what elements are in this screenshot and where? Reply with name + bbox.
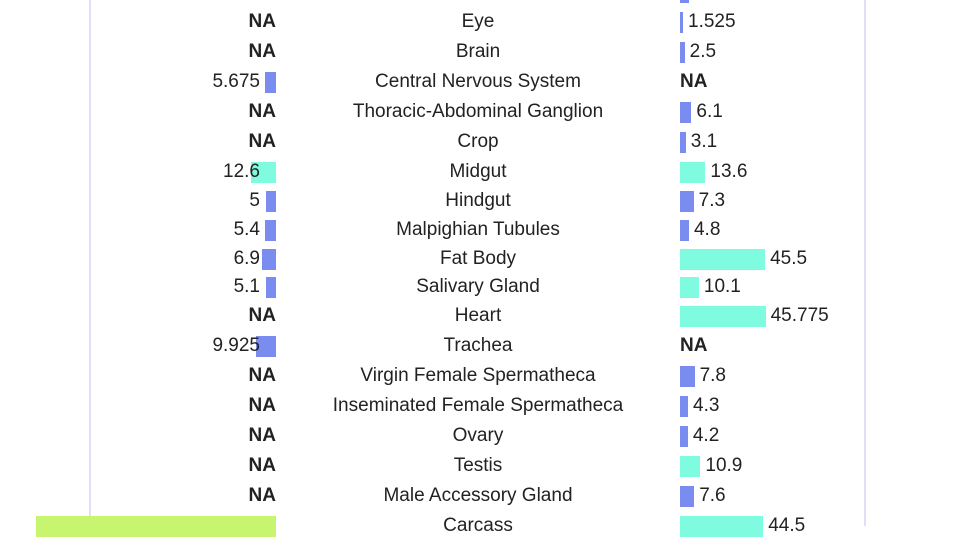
right-bar	[680, 366, 695, 387]
right-value-label: 4.8	[693, 219, 721, 240]
left-value-label: 9.925	[212, 335, 260, 356]
tissue-label: Virgin Female Spermatheca	[360, 365, 596, 386]
table-row: NA Virgin Female Spermatheca 7.8	[0, 361, 954, 391]
table-row: 6.9 Fat Body 45.5	[0, 244, 954, 274]
tissue-label: Heart	[454, 305, 502, 326]
left-value-label: NA	[248, 455, 276, 476]
table-row: NA Brain 2.5	[0, 37, 954, 67]
table-row: NA Inseminated Female Spermatheca 4.3	[0, 391, 954, 421]
right-value-label: 45.775	[770, 305, 829, 326]
left-value-label: 6.9	[233, 248, 260, 269]
tissue-label: Male Accessory Gland	[383, 485, 573, 506]
right-value-label: 6.1	[696, 101, 723, 122]
right-value-label: 4.3	[693, 395, 720, 416]
tissue-label: Fat Body	[439, 248, 517, 269]
right-bar	[680, 277, 699, 298]
right-bar	[680, 12, 683, 33]
table-row: NA Thoracic-Abdominal Ganglion 6.1	[0, 97, 954, 127]
right-bar	[680, 220, 689, 241]
right-guide-line	[864, 0, 866, 526]
table-row: 9.925 Trachea NA	[0, 331, 954, 361]
left-value-label: NA	[248, 131, 276, 152]
table-row: NA Testis 10.9	[0, 451, 954, 481]
right-bar	[680, 396, 689, 417]
tissue-label: Carcass	[443, 515, 513, 536]
right-value-label: 7.8	[699, 365, 726, 386]
table-row: NA Ovary 4.2	[0, 421, 954, 451]
tissue-label: Central Nervous System	[375, 71, 581, 92]
tissue-label: Thoracic-Abdominal Ganglion	[352, 101, 604, 122]
top-cut-bar	[680, 0, 689, 3]
right-bar	[680, 516, 764, 537]
left-bar	[262, 249, 276, 270]
table-row: NA Eye 1.525	[0, 7, 954, 37]
table-row: 5 Hindgut 7.3	[0, 186, 954, 216]
tissue-label: Malpighian Tubules	[396, 219, 560, 240]
tissue-label: Testis	[453, 455, 503, 476]
table-row: Carcass 44.5	[0, 511, 954, 541]
left-value-label: NA	[248, 305, 276, 326]
right-bar	[680, 132, 686, 153]
table-row: 5.675 Central Nervous System NA	[0, 67, 954, 97]
right-bar	[680, 306, 766, 327]
left-value-label: NA	[248, 395, 276, 416]
right-value-label: 13.6	[710, 161, 748, 182]
right-value-label: 45.5	[770, 248, 808, 269]
left-bar	[265, 277, 276, 298]
left-value-label: NA	[248, 101, 276, 122]
tissue-label: Hindgut	[445, 190, 511, 211]
right-bar	[680, 486, 695, 507]
left-value-label: NA	[248, 425, 276, 446]
tissue-label: Midgut	[449, 161, 507, 182]
right-value-label: 1.525	[688, 11, 736, 32]
right-bar	[680, 102, 692, 123]
table-row: 5.1 Salivary Gland 10.1	[0, 272, 954, 302]
left-value-label: 5.4	[233, 219, 260, 240]
table-row: 5.4 Malpighian Tubules 4.8	[0, 215, 954, 245]
left-value-label: 5.675	[212, 71, 260, 92]
right-value-label: 3.1	[690, 131, 718, 152]
right-bar	[680, 456, 701, 477]
right-value-label: NA	[680, 335, 708, 356]
left-bar	[250, 162, 276, 183]
right-value-label: 4.2	[692, 425, 720, 446]
right-bar	[680, 162, 706, 183]
left-value-label: NA	[248, 11, 276, 32]
tissue-label: Brain	[455, 41, 501, 62]
left-guide-line	[89, 0, 91, 526]
right-value-label: 7.6	[699, 485, 726, 506]
tissue-label: Crop	[457, 131, 499, 152]
right-value-label: 44.5	[768, 515, 806, 536]
tissue-label: Eye	[461, 11, 495, 32]
right-value-label: 7.3	[698, 190, 726, 211]
left-bar	[265, 220, 276, 241]
left-bar	[266, 191, 276, 212]
left-value-label: NA	[248, 41, 276, 62]
left-bar	[264, 72, 276, 93]
left-bar	[256, 336, 276, 357]
left-bar	[36, 516, 276, 537]
left-value-label: 5.1	[233, 276, 260, 297]
right-value-label: 2.5	[689, 41, 717, 62]
tissue-label: Inseminated Female Spermatheca	[332, 395, 624, 416]
right-bar	[680, 249, 766, 270]
right-bar	[680, 42, 685, 63]
left-value-label: NA	[248, 485, 276, 506]
left-value-label: 5	[249, 190, 260, 211]
left-value-label: NA	[248, 365, 276, 386]
table-row: 12.6 Midgut 13.6	[0, 157, 954, 187]
tissue-label: Trachea	[443, 335, 513, 356]
right-bar	[680, 426, 688, 447]
right-value-label: 10.9	[705, 455, 743, 476]
table-row: NA Crop 3.1	[0, 127, 954, 157]
right-value-label: NA	[680, 71, 708, 92]
tissue-label: Ovary	[452, 425, 504, 446]
table-row: NA Heart 45.775	[0, 301, 954, 331]
table-row: NA Male Accessory Gland 7.6	[0, 481, 954, 511]
right-value-label: 10.1	[703, 276, 741, 297]
right-bar	[680, 191, 694, 212]
left-value-label: 12.6	[223, 161, 260, 182]
tissue-label: Salivary Gland	[416, 276, 540, 297]
